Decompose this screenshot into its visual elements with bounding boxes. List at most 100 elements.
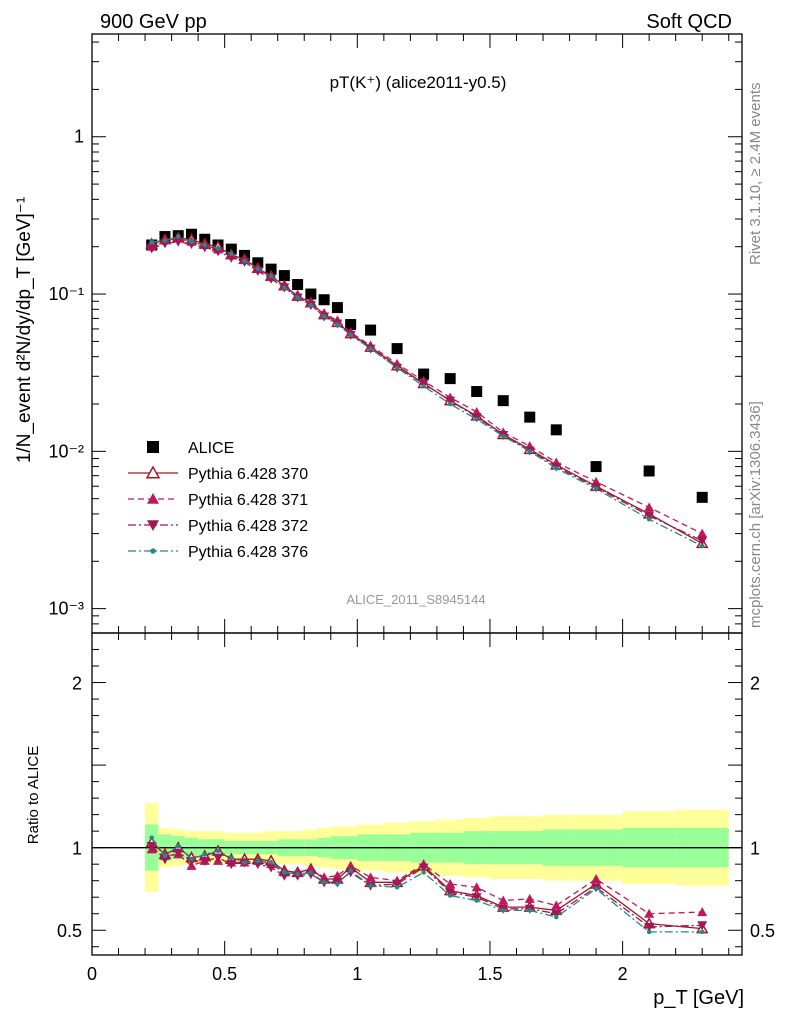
y-tick-label: 10⁻¹ <box>48 284 84 304</box>
x-tick-label: 2 <box>618 964 628 984</box>
legend-label: Pythia 6.428 371 <box>188 492 308 509</box>
ratio-frame <box>91 632 743 956</box>
ratio-point <box>527 908 533 913</box>
ratio-point <box>226 860 237 870</box>
data-point <box>643 465 655 477</box>
ratio-point <box>202 852 208 857</box>
y-tick-label: 1 <box>74 127 84 147</box>
ratio-point <box>498 895 509 905</box>
ratio-point <box>368 883 373 888</box>
ratio-point <box>268 860 274 865</box>
data-point <box>697 536 708 546</box>
x-tick-label: 0 <box>87 964 97 984</box>
ratio-point <box>255 858 261 864</box>
ratio-point <box>213 853 224 863</box>
legend-label: Pythia 6.428 370 <box>188 466 308 483</box>
data-point <box>268 273 274 279</box>
data-point <box>447 401 453 407</box>
ratio-y-axis-label: Ratio to ALICE <box>25 746 42 844</box>
data-point <box>644 502 655 512</box>
ratio-point <box>554 914 559 920</box>
ratio-point <box>189 856 194 862</box>
data-point <box>474 416 479 422</box>
data-point <box>292 278 304 290</box>
data-point <box>265 263 277 275</box>
data-point <box>215 246 221 251</box>
data-point <box>146 244 157 254</box>
data-point <box>365 324 377 336</box>
ratio-y-tick-label: 1 <box>72 839 82 859</box>
data-point <box>242 258 247 264</box>
data-point <box>699 543 705 549</box>
ratio-point <box>266 863 277 873</box>
data-point <box>593 486 599 491</box>
ratio-point <box>149 835 154 841</box>
data-point <box>471 386 483 398</box>
ratio-point <box>335 881 340 887</box>
ratio-point <box>471 882 482 892</box>
ratio-point <box>162 853 168 859</box>
ratio-point <box>159 855 170 865</box>
ratio-point <box>199 856 210 866</box>
x-tick-label: 1 <box>352 964 362 984</box>
data-point <box>554 466 559 471</box>
y-tick-label: 10⁻³ <box>48 599 84 619</box>
ratio-point <box>321 880 327 885</box>
ratio-point <box>697 907 708 917</box>
legend-label: ALICE <box>188 440 234 457</box>
data-point <box>321 314 327 319</box>
ratio-point <box>524 893 535 903</box>
data-point <box>444 373 456 385</box>
ratio-panel: 0 0.5 1 1.5 2 0.5 0.5 1 1 2 2 <box>57 632 775 984</box>
data-point <box>202 242 208 248</box>
ratio-point <box>500 908 506 913</box>
ratio-point <box>348 868 353 874</box>
data-point <box>527 449 533 454</box>
ratio-point <box>646 929 652 935</box>
category-label: Soft QCD <box>646 11 732 33</box>
data-point <box>644 511 655 521</box>
data-point <box>229 251 234 257</box>
ratio-point <box>345 860 356 870</box>
ratio-point <box>308 870 314 875</box>
ratio-y-tick-label: 2 <box>72 674 82 694</box>
ratio-point <box>394 885 400 890</box>
data-point <box>318 294 330 306</box>
x-tick-label: 0.5 <box>212 964 237 984</box>
ratio-point <box>699 929 705 935</box>
legend-marker <box>145 465 161 479</box>
data-point <box>335 322 340 327</box>
ratio-y-tick-label: 2 <box>750 674 760 694</box>
data-point <box>550 424 562 436</box>
data-point <box>391 343 403 355</box>
ratio-line <box>151 837 703 933</box>
ratio-point <box>392 879 403 889</box>
ratio-point <box>252 860 263 870</box>
data-point <box>497 395 509 407</box>
ratio-point <box>471 893 482 903</box>
main-panel: 10⁻³ 10⁻² 10⁻¹ 1 <box>48 33 743 634</box>
ratio-point <box>242 860 247 865</box>
ratio-line <box>151 845 703 928</box>
ratio-point <box>279 871 290 881</box>
ratio-point <box>697 921 708 931</box>
main-title: pT(K⁺) (alice2011-y0.5) <box>330 73 507 92</box>
ratio-point <box>593 886 599 892</box>
data-point <box>226 253 237 263</box>
ratio-point <box>173 848 184 858</box>
data-point <box>500 433 506 439</box>
data-point <box>278 270 290 282</box>
x-axis-label: p_T [GeV] <box>653 987 744 1009</box>
data-point <box>173 237 184 247</box>
data-point <box>331 302 343 314</box>
ratio-point <box>447 893 453 898</box>
ratio-y-tick-label: 1 <box>750 839 760 859</box>
ratio-y-tick-label: 0.5 <box>57 921 82 941</box>
ratio-point <box>445 878 456 888</box>
data-point <box>189 239 194 245</box>
ratio-point <box>295 871 300 877</box>
ratio-point <box>332 870 343 880</box>
data-point <box>282 285 287 290</box>
ratio-point <box>591 874 602 884</box>
